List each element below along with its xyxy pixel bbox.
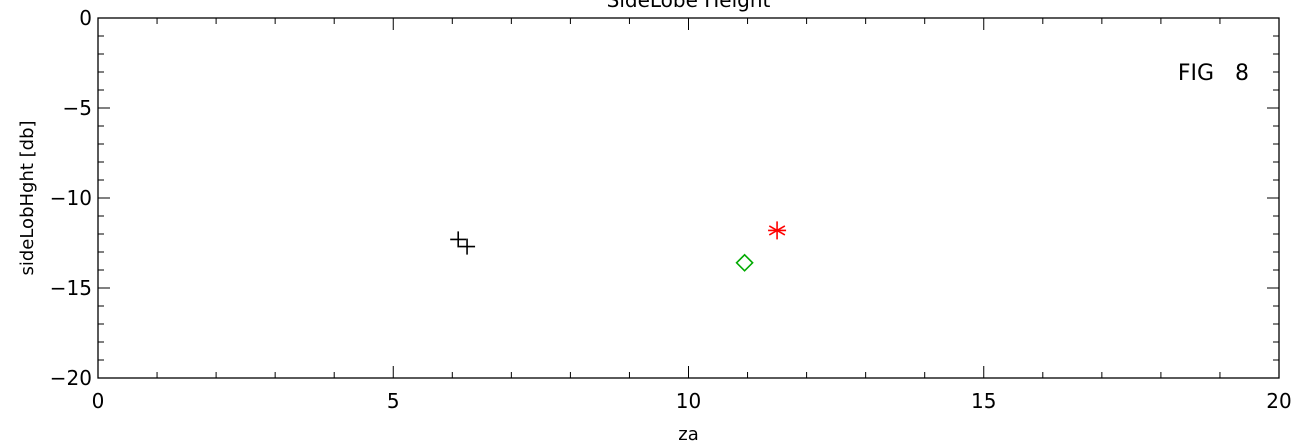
x-tick-label: 15 [971, 389, 996, 413]
axis-ticks [97, 17, 1280, 379]
diamond-shape [735, 253, 754, 272]
y-tick-labels: 0 −5 −10 −15 −20 [50, 6, 92, 390]
x-axis-label: za [678, 424, 698, 445]
x-tick-label: 10 [676, 389, 701, 413]
y-tick-label: −15 [50, 276, 92, 300]
chart-title: SideLobe Height [607, 0, 771, 12]
data-point-plus [459, 238, 476, 255]
y-tick-label: −5 [63, 96, 92, 120]
plot-frame [97, 17, 1280, 379]
x-tick-label: 20 [1266, 389, 1291, 413]
x-tick-label: 0 [92, 389, 105, 413]
y-axis-label: sideLobHght [db] [17, 120, 38, 275]
data-point-plus [450, 231, 467, 248]
x-tick-labels: 0 5 10 15 20 [92, 389, 1292, 413]
y-tick-label: −10 [50, 186, 92, 210]
data-markers [450, 221, 787, 272]
x-tick-label: 5 [387, 389, 400, 413]
figure-annotation: FIG 8 [1178, 61, 1249, 86]
data-point-diamond [735, 253, 754, 272]
y-tick-label: 0 [79, 6, 92, 30]
y-tick-label: −20 [50, 366, 92, 390]
data-point-asterisk [768, 221, 787, 240]
